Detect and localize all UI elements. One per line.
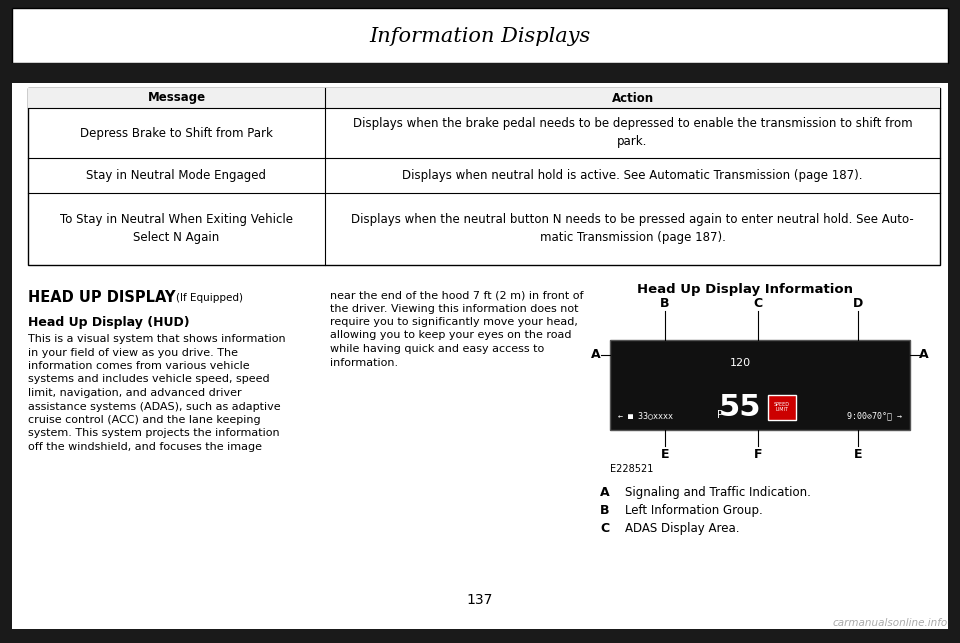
Text: This is a visual system that shows information: This is a visual system that shows infor…	[28, 334, 286, 344]
Bar	[12, 63, 948, 83]
Text: Head Up Display Information: Head Up Display Information	[637, 283, 853, 296]
Text: limit, navigation, and advanced driver: limit, navigation, and advanced driver	[28, 388, 242, 398]
Bar	[28, 88, 940, 265]
Text: To Stay in Neutral When Exiting Vehicle
Select N Again: To Stay in Neutral When Exiting Vehicle …	[60, 213, 293, 244]
Text: E: E	[660, 448, 669, 461]
Text: HEAD UP DISPLAY: HEAD UP DISPLAY	[28, 290, 176, 305]
Text: C: C	[754, 297, 762, 310]
Text: require you to significantly move your head,: require you to significantly move your h…	[330, 317, 578, 327]
Text: Displays when the neutral button N needs to be pressed again to enter neutral ho: Displays when the neutral button N needs…	[351, 213, 914, 244]
Text: while having quick and easy access to: while having quick and easy access to	[330, 344, 544, 354]
Text: allowing you to keep your eyes on the road: allowing you to keep your eyes on the ro…	[330, 331, 571, 341]
Text: off the windshield, and focuses the image: off the windshield, and focuses the imag…	[28, 442, 262, 452]
Text: Left Information Group.: Left Information Group.	[625, 504, 763, 517]
Text: information.: information.	[330, 358, 398, 368]
Text: A: A	[919, 349, 929, 361]
Text: Depress Brake to Shift from Park: Depress Brake to Shift from Park	[80, 127, 273, 140]
Text: P: P	[717, 410, 723, 420]
Text: B: B	[660, 297, 670, 310]
Text: system. This system projects the information: system. This system projects the informa…	[28, 428, 279, 439]
Text: E228521: E228521	[610, 464, 654, 474]
Bar	[12, 8, 948, 63]
Bar	[0, 629, 960, 643]
Bar	[610, 340, 910, 430]
Text: carmanualsonline.info: carmanualsonline.info	[832, 618, 948, 628]
Text: Head Up Display (HUD): Head Up Display (HUD)	[28, 316, 190, 329]
Text: C: C	[600, 522, 610, 535]
Text: 9:00⊘70°℉ →: 9:00⊘70°℉ →	[847, 411, 902, 420]
Text: Stay in Neutral Mode Engaged: Stay in Neutral Mode Engaged	[86, 169, 267, 182]
Text: 120: 120	[730, 358, 751, 368]
Text: (If Equipped): (If Equipped)	[176, 293, 243, 303]
Text: Signaling and Traffic Indication.: Signaling and Traffic Indication.	[625, 486, 811, 499]
Text: A: A	[591, 349, 601, 361]
Text: cruise control (ACC) and the lane keeping: cruise control (ACC) and the lane keepin…	[28, 415, 260, 425]
Text: Displays when the brake pedal needs to be depressed to enable the transmission t: Displays when the brake pedal needs to b…	[352, 118, 912, 149]
Text: systems and includes vehicle speed, speed: systems and includes vehicle speed, spee…	[28, 374, 270, 385]
Text: Information Displays: Information Displays	[370, 28, 590, 46]
Text: Displays when neutral hold is active. See Automatic Transmission (page 187).: Displays when neutral hold is active. Se…	[402, 169, 863, 182]
Text: D: D	[852, 297, 863, 310]
Text: ADAS Display Area.: ADAS Display Area.	[625, 522, 739, 535]
Bar	[28, 88, 940, 108]
Text: Message: Message	[148, 91, 205, 105]
Text: the driver. Viewing this information does not: the driver. Viewing this information doe…	[330, 303, 579, 314]
Text: A: A	[600, 486, 610, 499]
Text: B: B	[600, 504, 610, 517]
Text: 137: 137	[467, 593, 493, 607]
Text: information comes from various vehicle: information comes from various vehicle	[28, 361, 250, 371]
Text: in your field of view as you drive. The: in your field of view as you drive. The	[28, 347, 238, 358]
Bar	[768, 395, 796, 420]
Text: Action: Action	[612, 91, 654, 105]
Text: near the end of the hood 7 ft (2 m) in front of: near the end of the hood 7 ft (2 m) in f…	[330, 290, 584, 300]
Text: assistance systems (ADAS), such as adaptive: assistance systems (ADAS), such as adapt…	[28, 401, 280, 412]
Text: 55: 55	[719, 393, 761, 422]
Text: F: F	[754, 448, 762, 461]
Text: ← ■ 33○xxxx: ← ■ 33○xxxx	[618, 411, 673, 420]
Text: SPEED
LIMIT: SPEED LIMIT	[774, 402, 790, 412]
Text: E: E	[853, 448, 862, 461]
